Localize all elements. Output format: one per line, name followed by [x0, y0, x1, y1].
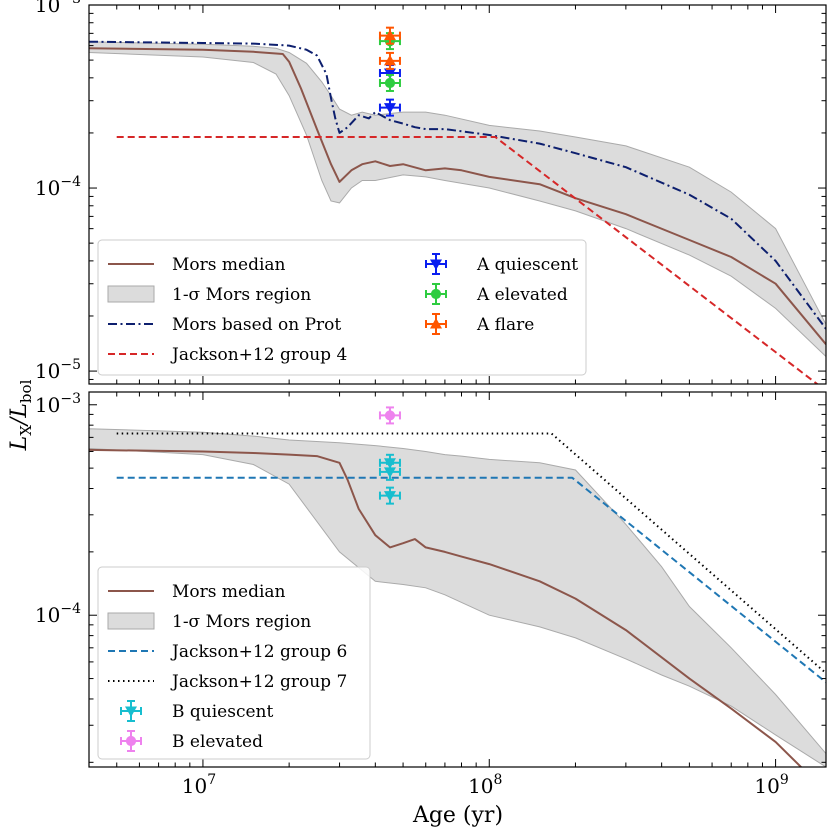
data-point-a-flare [378, 51, 401, 70]
x-tick-base: 10 [468, 774, 493, 798]
axes-frame [88, 391, 827, 768]
legend-label: B quiescent [172, 702, 273, 722]
legend-label: B elevated [172, 732, 263, 752]
data-point-a-elevated [378, 73, 401, 92]
legend: Mors median 1-σ Mors region Jackson+12 gro… [97, 566, 371, 760]
y-axis-label-slash: /L [7, 403, 32, 427]
legend-entry-a-quiescent: A quiescent [425, 253, 578, 275]
legend-label: Jackson+12 group 7 [170, 672, 347, 692]
x-tick-base: 10 [182, 774, 207, 798]
legend-entry-jackson-12-group-7: Jackson+12 group 7 [108, 672, 347, 692]
legend-label: Mors median [172, 582, 286, 602]
data-marker [383, 103, 396, 114]
legend-entry-jackson-12-group-6: Jackson+12 group 6 [108, 642, 347, 662]
y-tick-base: 10 [35, 0, 60, 17]
series-line-jackson-12-group-6 [116, 476, 826, 684]
legend-entry-a-flare: A flare [425, 313, 534, 335]
x-tick-label: 109 [754, 772, 788, 798]
data-marker [384, 410, 396, 421]
legend-entry-mors-median: Mors median [108, 255, 286, 275]
y-tick-label: 10−4 [35, 601, 81, 627]
legend: Mors median 1-σ Mors region Mors based on … [97, 239, 587, 376]
y-tick-base: 10 [35, 176, 60, 200]
data-marker [384, 77, 396, 89]
y-axis-label-main: L [7, 436, 32, 452]
y-tick-exponent: −4 [60, 601, 81, 617]
y-tick-exponent: −3 [60, 0, 81, 7]
y-tick-exponent: −4 [60, 174, 81, 190]
x-tick-exponent: 7 [207, 772, 216, 788]
legend-label: A elevated [476, 285, 568, 305]
legend-entry-jackson-12-group-4: Jackson+12 group 4 [108, 345, 347, 365]
y-tick-base: 10 [35, 603, 60, 627]
mors-1sigma-band [89, 428, 826, 767]
data-point-b-elevated [378, 406, 401, 425]
y-tick-label: 10−4 [35, 174, 81, 200]
data-point-a-quiescent [378, 64, 401, 83]
legend-label: 1-σ Mors region [172, 612, 311, 632]
legend-entry-1-mors-region: 1-σ Mors region [107, 285, 311, 305]
y-tick-label: 10−3 [35, 0, 81, 17]
x-tick-label: 107 [182, 772, 216, 798]
mors-1sigma-band [89, 41, 826, 358]
y-tick-exponent: −3 [60, 391, 81, 407]
legend-label: 1-σ Mors region [172, 285, 311, 305]
x-tick-label: 108 [468, 772, 502, 798]
x-tick-exponent: 8 [494, 772, 503, 788]
data-point-b-quiescent [378, 453, 401, 472]
legend-label: A flare [476, 315, 534, 335]
data-point-a-flare [378, 26, 401, 45]
legend-label: Mors based on Prot [172, 315, 341, 335]
ticks [88, 4, 826, 384]
data-marker [383, 458, 396, 469]
legend-entry-mors-median: Mors median [108, 582, 286, 602]
legend-entry-b-quiescent: B quiescent [120, 700, 273, 722]
y-axis-label: LX/Lbol [7, 379, 35, 451]
y-axis-label-sub-den: bol [17, 379, 35, 403]
legend-marker [430, 318, 442, 329]
legend-entry-mors-based-on-prot: Mors based on Prot [108, 315, 341, 335]
data-point-a-quiescent [378, 98, 401, 117]
x-axis-label: Age (yr) [412, 803, 503, 828]
ticks [88, 392, 826, 767]
legend-entry-1-mors-region: 1-σ Mors region [107, 612, 311, 632]
legend-label: Jackson+12 group 6 [170, 642, 347, 662]
legend-marker [430, 259, 442, 270]
legend-marker [125, 735, 137, 747]
data-marker [383, 68, 396, 80]
data-marker [383, 491, 396, 502]
x-tick-exponent: 9 [780, 772, 789, 788]
legend-box [97, 239, 587, 376]
legend-band-swatch [107, 285, 155, 303]
legend-entry-a-elevated: A elevated [425, 283, 568, 305]
series-line-mors-median [89, 448, 803, 767]
legend-marker [125, 706, 137, 717]
y-tick-base: 10 [35, 393, 60, 417]
legend-marker [430, 288, 442, 300]
y-tick-exponent: −5 [60, 357, 81, 373]
series-line-mors-median [89, 47, 826, 345]
data-point-b-quiescent [378, 486, 401, 505]
y-tick-label: 10−3 [35, 391, 81, 417]
legend-band-swatch [107, 612, 155, 630]
legend-entry-b-elevated: B elevated [120, 730, 263, 752]
series-line-jackson-12-group-4 [116, 136, 819, 384]
data-marker [383, 54, 396, 66]
legend-box [97, 566, 371, 760]
legend-label: Jackson+12 group 4 [170, 345, 347, 365]
y-axis-label-sub-num: X [17, 425, 35, 436]
x-tick-base: 10 [754, 774, 779, 798]
legend-label: A quiescent [476, 255, 578, 275]
data-marker [383, 29, 396, 41]
y-tick-label: 10−5 [35, 357, 81, 383]
y-tick-base: 10 [35, 359, 60, 383]
plot-area [89, 406, 826, 767]
legend-label: Mors median [172, 255, 286, 275]
axes-frame [88, 4, 827, 385]
plot-area [89, 26, 826, 384]
series-line-mors-based-on-prot [89, 40, 826, 330]
